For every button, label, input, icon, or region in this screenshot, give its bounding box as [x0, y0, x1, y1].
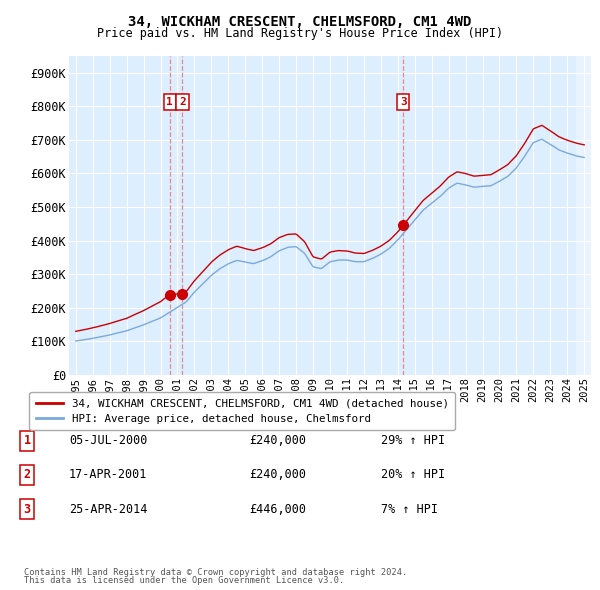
Text: This data is licensed under the Open Government Licence v3.0.: This data is licensed under the Open Gov…: [24, 576, 344, 585]
Text: Contains HM Land Registry data © Crown copyright and database right 2024.: Contains HM Land Registry data © Crown c…: [24, 568, 407, 577]
Text: 7% ↑ HPI: 7% ↑ HPI: [381, 503, 438, 516]
Text: Price paid vs. HM Land Registry's House Price Index (HPI): Price paid vs. HM Land Registry's House …: [97, 27, 503, 40]
Legend: 34, WICKHAM CRESCENT, CHELMSFORD, CM1 4WD (detached house), HPI: Average price, : 34, WICKHAM CRESCENT, CHELMSFORD, CM1 4W…: [29, 392, 455, 430]
Text: 2: 2: [23, 468, 31, 481]
Text: 29% ↑ HPI: 29% ↑ HPI: [381, 434, 445, 447]
Text: 3: 3: [400, 97, 407, 107]
Text: 05-JUL-2000: 05-JUL-2000: [69, 434, 148, 447]
Text: 20% ↑ HPI: 20% ↑ HPI: [381, 468, 445, 481]
Text: 3: 3: [23, 503, 31, 516]
Text: 2: 2: [179, 97, 186, 107]
Text: 34, WICKHAM CRESCENT, CHELMSFORD, CM1 4WD: 34, WICKHAM CRESCENT, CHELMSFORD, CM1 4W…: [128, 15, 472, 29]
Bar: [576, 56, 591, 375]
Text: £240,000: £240,000: [249, 434, 306, 447]
Text: 1: 1: [23, 434, 31, 447]
Text: £240,000: £240,000: [249, 468, 306, 481]
Text: 17-APR-2001: 17-APR-2001: [69, 468, 148, 481]
Text: £446,000: £446,000: [249, 503, 306, 516]
Text: 1: 1: [166, 97, 173, 107]
Text: 25-APR-2014: 25-APR-2014: [69, 503, 148, 516]
